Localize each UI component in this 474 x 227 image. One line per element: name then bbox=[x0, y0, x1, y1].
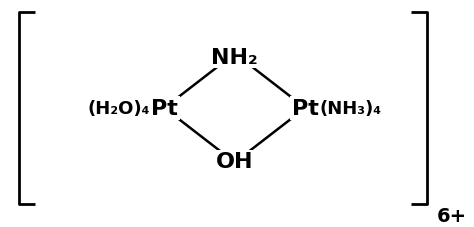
Text: Pt: Pt bbox=[292, 99, 319, 118]
Text: (NH₃)₄: (NH₃)₄ bbox=[319, 99, 382, 117]
Text: (H₂O)₄: (H₂O)₄ bbox=[88, 99, 150, 117]
Text: 6+: 6+ bbox=[437, 206, 467, 225]
Text: NH₂: NH₂ bbox=[211, 48, 258, 68]
Text: Pt: Pt bbox=[151, 99, 178, 118]
Text: OH: OH bbox=[216, 151, 254, 171]
